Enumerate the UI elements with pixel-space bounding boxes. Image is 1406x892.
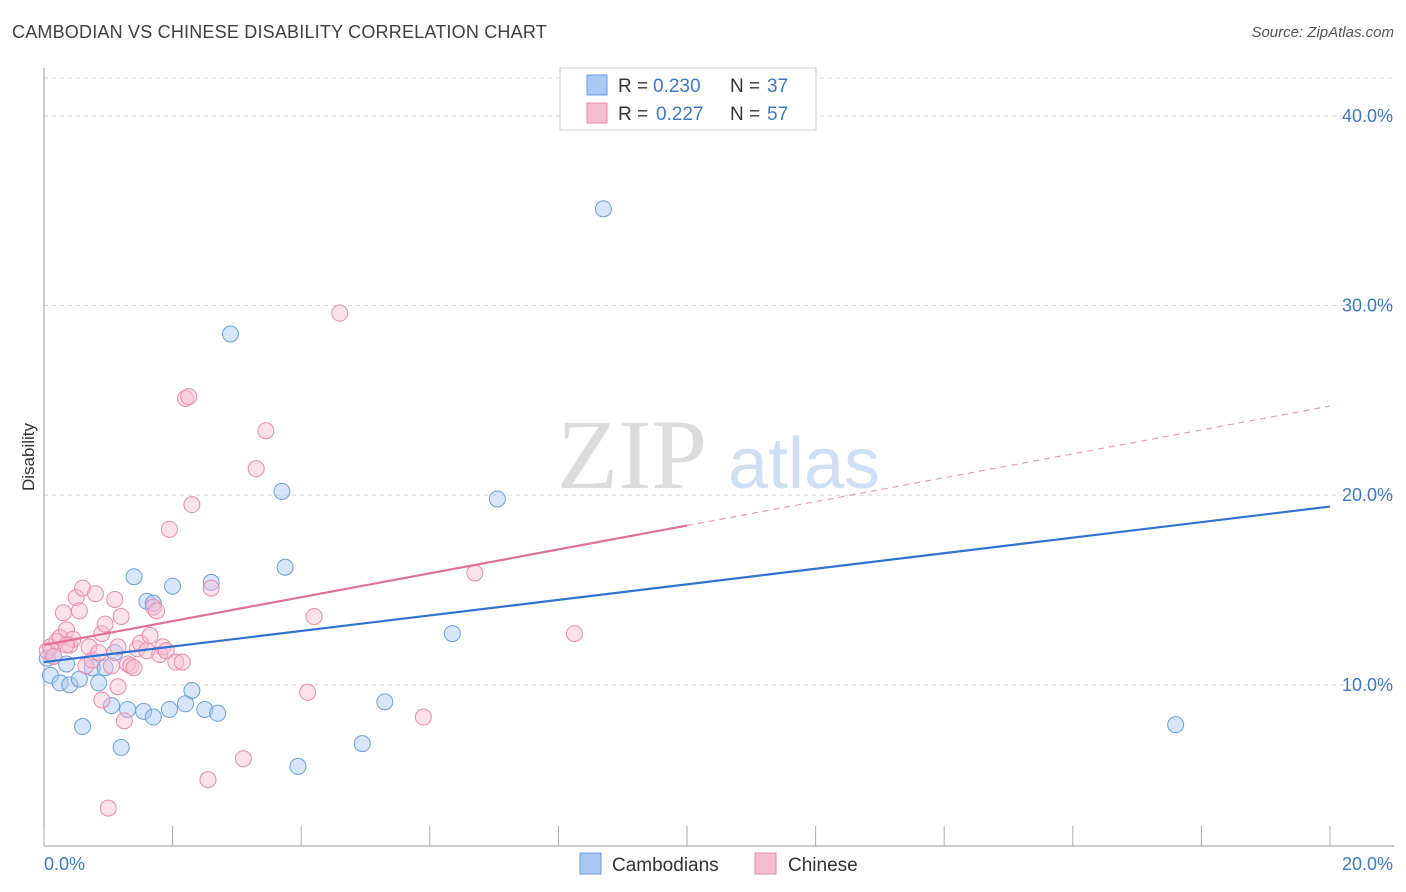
chinese-point — [247, 460, 265, 478]
legend-cambodians-swatch — [579, 852, 602, 875]
source-credit: Source: ZipAtlas.com — [1251, 24, 1394, 41]
legend-n-label-1: N = — [730, 76, 760, 97]
cambodians-point — [144, 708, 162, 726]
chinese-point — [54, 604, 72, 622]
cambodians-point — [135, 702, 153, 720]
chart-title: CAMBODIAN VS CHINESE DISABILITY CORRELAT… — [12, 22, 547, 42]
chinese-point — [125, 659, 143, 677]
cambodians-point — [74, 718, 92, 736]
legend-cambodians-label: Cambodians — [612, 855, 719, 876]
legend-r-label-2: R = — [618, 104, 648, 125]
cambodians-point — [103, 697, 121, 715]
legend-n-label-2: N = — [730, 104, 760, 125]
chinese-point — [180, 388, 198, 406]
chinese-point — [106, 590, 124, 608]
chinese-point — [90, 644, 108, 662]
cambodians-point — [61, 676, 79, 694]
legend-n-value-2: 57 — [767, 104, 788, 125]
cambodians-point — [202, 573, 220, 591]
chinese-point — [99, 799, 117, 817]
cambodians-point — [376, 693, 394, 711]
cambodians-point — [443, 625, 461, 643]
chinese-point — [299, 683, 317, 701]
cambodians-trend-line — [43, 505, 1331, 664]
legend-correlation: R = 0.230 N = 37 R = 0.227 N = 57 — [559, 67, 817, 131]
chinese-point — [183, 496, 201, 514]
gridlines — [44, 77, 1394, 686]
chinese-point — [67, 589, 85, 607]
cambodians-point — [125, 568, 143, 586]
chinese-point — [331, 304, 349, 322]
cambodians-point — [164, 577, 182, 595]
chinese-point — [109, 678, 127, 696]
chinese-point — [115, 712, 133, 730]
legend-chinese-label: Chinese — [788, 855, 858, 876]
chinese-point — [141, 627, 159, 645]
legend-swatch-pink — [586, 102, 608, 124]
cambodians-point — [209, 704, 227, 722]
legend-n-value-1: 37 — [767, 76, 788, 97]
legend-r-value-1: 0.230 — [653, 76, 701, 97]
chinese-point — [109, 638, 127, 656]
y-tick-label: 40.0% — [1342, 106, 1393, 126]
legend-r-value-2: 0.227 — [656, 104, 704, 125]
cambodians-point — [96, 659, 114, 677]
x-tick-label: 0.0% — [44, 854, 85, 874]
chinese-point — [86, 585, 104, 603]
y-axis-title: Disability — [19, 422, 38, 491]
cambodians-point — [273, 482, 291, 500]
cambodians-point — [112, 738, 130, 756]
chinese-point — [257, 422, 275, 440]
chinese-point — [103, 657, 121, 675]
chinese-point — [160, 520, 178, 538]
x-ticks: 0.0% 20.0% — [43, 826, 1393, 874]
chinese-point — [96, 615, 114, 633]
watermark: ZIP atlas — [557, 399, 880, 510]
axes — [43, 68, 1394, 847]
x-tick-label: 20.0% — [1342, 854, 1393, 874]
cambodians-point — [196, 700, 214, 718]
watermark-zip: ZIP — [557, 399, 707, 510]
cambodians-point — [183, 682, 201, 700]
chinese-point — [112, 608, 130, 626]
chinese-point — [173, 653, 191, 671]
chinese-point — [202, 579, 220, 597]
y-tick-label: 30.0% — [1342, 296, 1393, 316]
chinese-point — [70, 602, 88, 620]
y-tick-label: 20.0% — [1342, 485, 1393, 505]
chinese-point — [234, 750, 252, 768]
watermark-atlas: atlas — [728, 424, 880, 504]
chinese-point — [93, 691, 111, 709]
chinese-point — [565, 625, 583, 643]
chinese-trend-line — [43, 524, 688, 647]
cambodians-point — [221, 325, 239, 343]
legend-r-label-1: R = — [618, 76, 648, 97]
trend-lines — [43, 405, 1331, 664]
chinese-point — [74, 579, 92, 597]
legend-chinese-swatch — [754, 852, 777, 875]
cambodians-point — [90, 674, 108, 692]
cambodians-point — [488, 490, 506, 508]
cambodians-point — [1167, 716, 1185, 734]
legend-series: Cambodians Chinese — [579, 852, 858, 876]
chinese-point — [176, 389, 194, 407]
chinese-point — [466, 564, 484, 582]
cambodians-point — [353, 735, 371, 753]
chinese-point — [167, 653, 185, 671]
chinese-point — [80, 638, 98, 656]
chinese-point — [148, 602, 166, 620]
cambodians-point — [594, 200, 612, 218]
cambodians-point — [276, 558, 294, 576]
chinese-point — [414, 708, 432, 726]
y-tick-labels: 10.0% 20.0% 30.0% 40.0% — [1342, 106, 1393, 695]
legend-swatch-blue — [586, 74, 608, 96]
cambodians-point — [289, 757, 307, 775]
cambodians-point — [160, 700, 178, 718]
chinese-point — [122, 657, 140, 675]
chinese-point — [199, 771, 217, 789]
y-tick-label: 10.0% — [1342, 675, 1393, 695]
chinese-point — [305, 608, 323, 626]
